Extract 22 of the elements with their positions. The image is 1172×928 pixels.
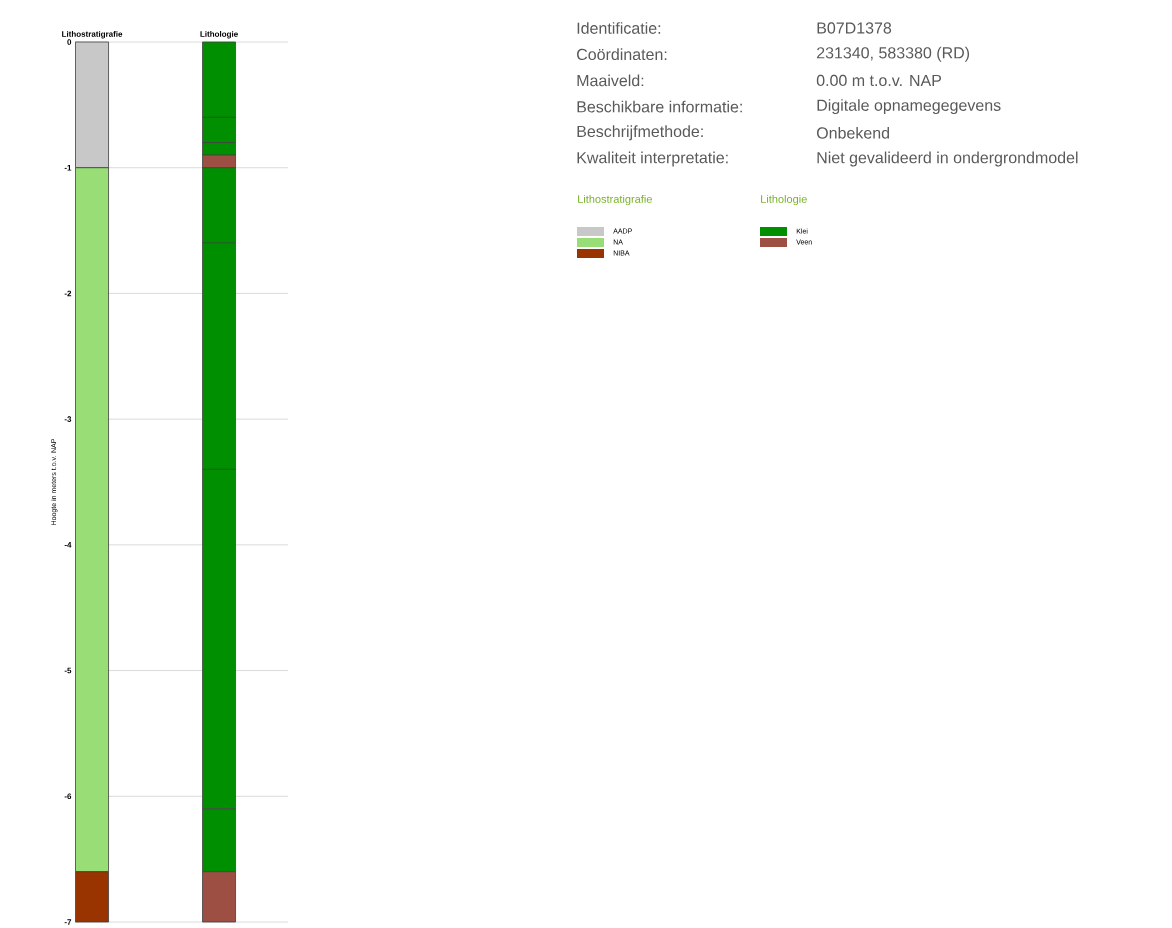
text: Beschrijfmethode:	[577, 125, 703, 141]
y-tick-label: -2	[64, 290, 72, 297]
y-tick-label: -3	[64, 416, 72, 422]
category-label: Lithologie	[761, 194, 807, 206]
text: 231340, 583380 (RD)	[817, 46, 970, 62]
text: Digitale opnamegegevens	[817, 99, 1001, 115]
text: Kwaliteit interpretatie:	[577, 151, 728, 167]
y-tick-label: -6	[64, 793, 72, 800]
y-tick-label: -4	[64, 542, 72, 548]
y-tick-label: 0	[67, 39, 72, 45]
text: Onbekend	[816, 126, 890, 139]
y-tick-label: -7	[64, 919, 72, 925]
text: 0.00 m t.o.v. NAP	[816, 74, 942, 87]
text: Niet gevalideerd in ondergrondmodel	[817, 151, 1078, 167]
text: Coördinaten:	[577, 48, 667, 61]
y-tick-label: -5	[64, 667, 72, 674]
text: Identificatie:	[577, 22, 661, 34]
text: B07D1378	[817, 22, 892, 34]
y-tick-label: -1	[64, 164, 72, 171]
category-label: Lithostratigrafie	[578, 194, 652, 206]
text: Beschikbare informatie:	[577, 100, 742, 113]
text: Maaiveld:	[577, 74, 644, 87]
